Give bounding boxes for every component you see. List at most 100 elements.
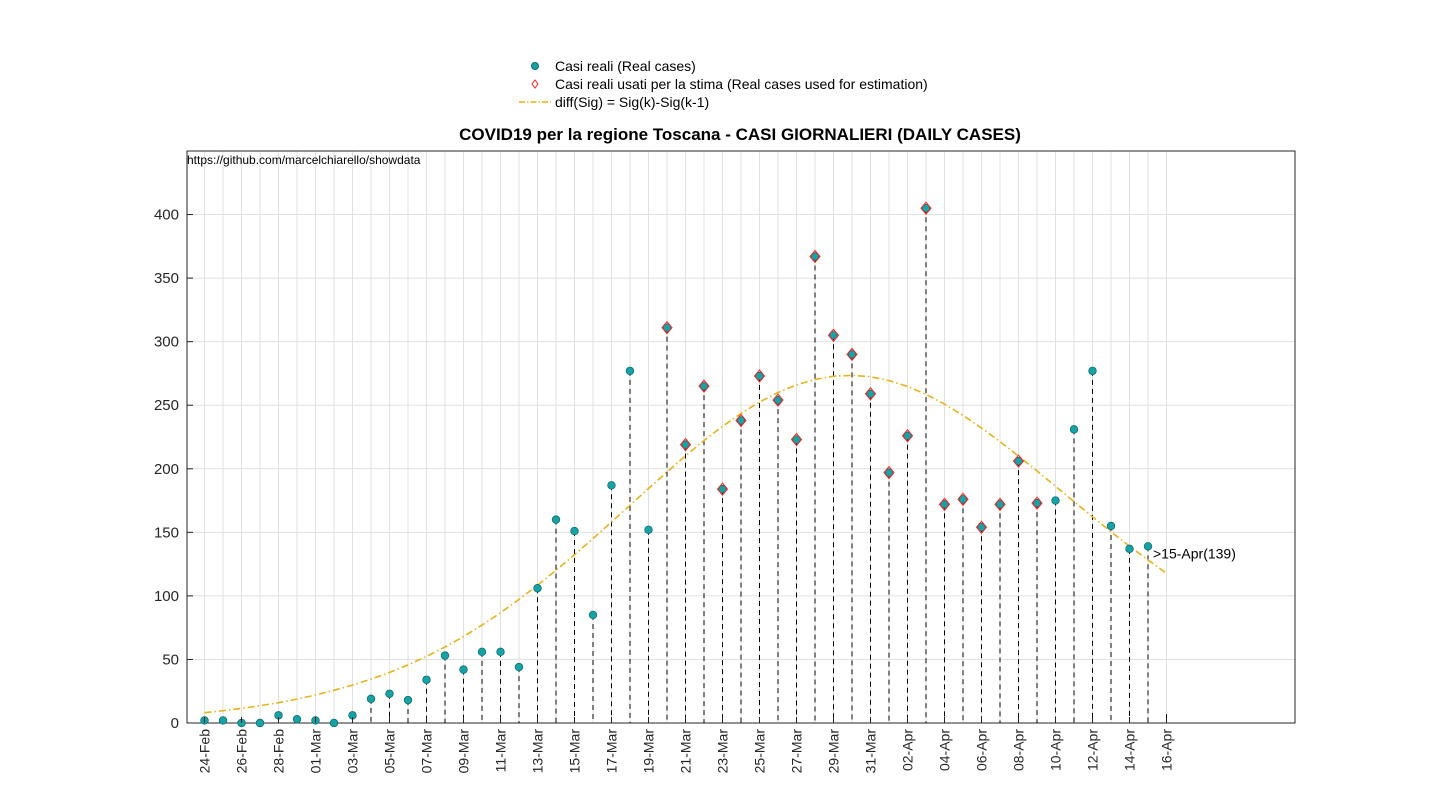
real-case-point (884, 468, 894, 477)
real-case-point (1069, 425, 1079, 434)
real-case-point (422, 675, 431, 684)
used-case-diamond (994, 497, 1006, 512)
used-case-diamond (790, 432, 803, 447)
used-case-diamond (679, 437, 692, 452)
x-tick-label: 13-Mar (530, 729, 546, 774)
x-tick-label: 04-Apr (937, 729, 953, 771)
real-case-point (977, 523, 986, 532)
real-case-point (792, 435, 801, 444)
used-case-diamond (846, 347, 858, 362)
x-tick-label: 26-Feb (234, 729, 250, 774)
real-case-point (385, 689, 394, 698)
real-case-point (459, 665, 468, 674)
real-case-point (1051, 496, 1060, 505)
y-tick-label: 150 (154, 524, 179, 541)
fit-curve-group (204, 374, 1167, 714)
y-tick-label: 250 (154, 397, 179, 414)
legend-item-used-cases: Casi reali usati per la stima (Real case… (515, 75, 928, 93)
x-tick-label: 15-Mar (567, 729, 583, 774)
used-case-diamond (1012, 454, 1025, 468)
x-tick-label: 23-Mar (715, 729, 731, 774)
used-case-diamond (735, 413, 747, 428)
used-case-diamond (827, 328, 840, 343)
chart-title: COVID19 per la regione Toscana - CASI GI… (459, 125, 1021, 144)
x-tick-label: 05-Mar (382, 729, 398, 774)
plot-frame (186, 150, 1296, 724)
used-case-diamond (772, 393, 784, 407)
used-case-diamond (661, 320, 673, 335)
x-tick-label: 14-Apr (1122, 729, 1138, 771)
real-case-point (329, 718, 339, 728)
legend-item-real-cases: Casi reali (Real cases) (515, 57, 696, 75)
legend-item-fit-curve: diff(Sig) = Sig(k)-Sig(k-1) (515, 93, 709, 111)
real-case-point (810, 252, 820, 261)
last-point-annotation: >15-Apr(139) (1153, 545, 1236, 561)
source-url: https://github.com/marcelchiarello/showd… (187, 153, 421, 167)
real-case-point (625, 366, 635, 376)
real-case-point (366, 694, 376, 704)
used-case-diamond (901, 428, 914, 443)
y-tick-label: 350 (154, 270, 179, 287)
used-case-diamond (975, 520, 988, 535)
x-tick-label: 29-Mar (826, 729, 842, 774)
real-case-point (255, 718, 265, 728)
used-case-diamond (920, 201, 932, 215)
real-case-point (292, 714, 302, 724)
real-case-point (755, 371, 764, 381)
real-case-point (866, 389, 875, 398)
x-tick-label: 19-Mar (641, 729, 657, 774)
real-case-point (921, 203, 931, 213)
stem-lines (204, 208, 1167, 723)
real-case-point (718, 484, 727, 494)
y-tick-label: 50 (162, 651, 179, 668)
real-case-point (588, 610, 598, 620)
real-case-point (570, 526, 579, 536)
y-tick-label: 200 (154, 461, 179, 478)
real-case-point (736, 416, 746, 425)
used-case-diamond (957, 492, 969, 507)
dashdot-line-icon (515, 94, 555, 110)
legend-label: diff(Sig) = Sig(k)-Sig(k-1) (555, 94, 710, 110)
x-tick-label: 21-Mar (678, 729, 694, 774)
used-case-diamond (938, 497, 951, 512)
data-points (200, 201, 1153, 728)
real-case-point (829, 331, 838, 340)
real-case-point (644, 525, 653, 534)
x-tick-label: 07-Mar (419, 729, 435, 774)
used-case-diamond (864, 387, 877, 401)
real-case-point (681, 440, 690, 449)
real-case-point (773, 395, 783, 405)
real-case-point (958, 495, 968, 504)
legend-label: Casi reali usati per la stima (Real case… (555, 76, 928, 92)
real-case-point (1143, 542, 1153, 551)
y-tick-label: 400 (154, 207, 179, 224)
teal-circle-icon (515, 58, 555, 74)
real-case-point (1125, 544, 1134, 554)
legend-label: Casi reali (Real cases) (555, 58, 696, 74)
real-case-point (403, 695, 413, 705)
real-case-point (496, 647, 505, 657)
real-case-point (218, 716, 228, 725)
red-diamond-icon (515, 76, 555, 92)
x-tick-label: 06-Apr (974, 729, 990, 771)
real-case-point (1014, 456, 1023, 466)
x-tick-label: 25-Mar (752, 729, 768, 774)
y-tick-label: 0 (171, 715, 179, 732)
real-case-point (477, 647, 487, 657)
x-tick-label: 24-Feb (197, 729, 213, 774)
x-tick-label: 01-Mar (308, 729, 324, 774)
x-tick-label: 28-Feb (271, 729, 287, 774)
real-case-point (1088, 366, 1097, 376)
real-case-point (940, 500, 949, 509)
x-axis: 24-Feb 26-Feb 28-Feb 01-Mar 03-Mar 05-Mar 07-M… (197, 717, 1175, 773)
y-tick-label: 300 (154, 334, 179, 351)
x-tick-label: 27-Mar (789, 729, 805, 774)
used-case-diamond (883, 465, 895, 480)
real-case-point (903, 431, 912, 440)
real-case-point (533, 584, 542, 593)
real-case-point (551, 515, 561, 524)
x-tick-label: 10-Apr (1048, 729, 1064, 771)
x-tick-label: 02-Apr (900, 729, 916, 771)
legend: Casi reali (Real cases) Casi reali usati… (515, 55, 970, 115)
